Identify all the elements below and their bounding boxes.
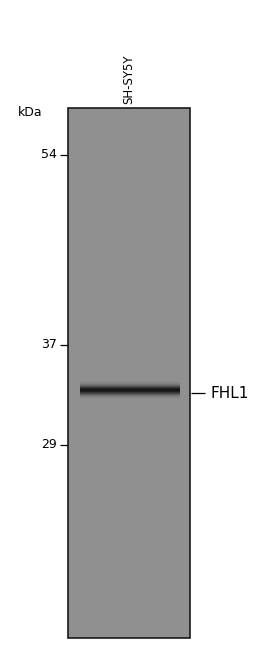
Bar xyxy=(68,108,190,638)
Text: 54: 54 xyxy=(41,149,57,162)
Text: 29: 29 xyxy=(41,439,57,451)
Text: kDa: kDa xyxy=(18,106,43,119)
Text: SH-SY5Y: SH-SY5Y xyxy=(122,55,136,104)
Text: 37: 37 xyxy=(41,338,57,351)
Text: FHL1: FHL1 xyxy=(210,385,248,400)
